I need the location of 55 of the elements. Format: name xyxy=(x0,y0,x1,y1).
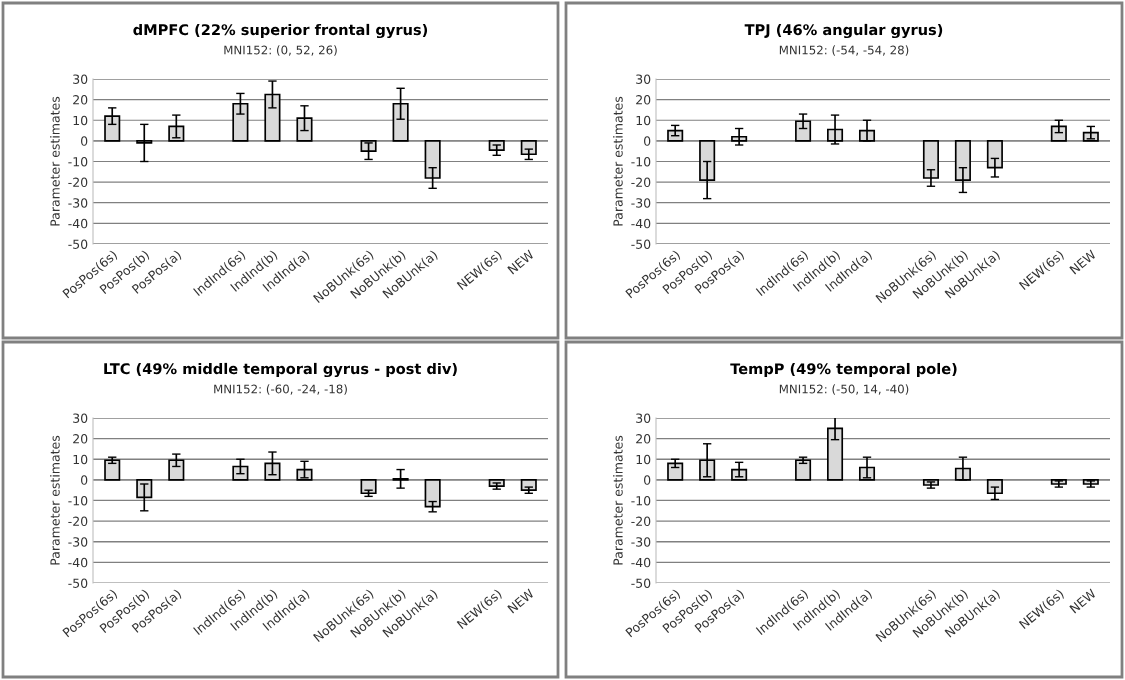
y-tick-label: 0 xyxy=(81,136,88,146)
y-axis-title: Parameter estimates xyxy=(613,96,623,226)
y-tick-label: 10 xyxy=(636,115,651,126)
bar xyxy=(104,459,121,481)
y-tick-label: 30 xyxy=(73,413,88,423)
y-tick-label: 30 xyxy=(73,74,88,84)
y-tick-label: -50 xyxy=(68,578,88,588)
chart-title: LTC (49% middle temporal gyrus - post div) xyxy=(104,362,457,378)
y-tick-label: -30 xyxy=(68,198,88,208)
bar xyxy=(795,459,812,481)
chart-subtitle: MNI152: (-60, -24, -18) xyxy=(214,384,347,395)
y-tick-label: -30 xyxy=(631,198,651,208)
y-tick-label: 30 xyxy=(636,74,651,84)
bar xyxy=(667,462,684,481)
chart-subtitle: MNI152: (-50, 14, -40) xyxy=(779,384,909,395)
y-tick-label: 10 xyxy=(636,454,651,465)
y-tick-label: 20 xyxy=(636,95,651,105)
y-tick-label: -50 xyxy=(68,239,88,249)
y-tick-label: -10 xyxy=(631,495,651,506)
chart-title: TempP (49% temporal pole) xyxy=(730,362,957,378)
chart-title: TPJ (46% angular gyrus) xyxy=(744,23,943,39)
y-tick-label: -40 xyxy=(68,218,88,229)
y-axis-title: Parameter estimates xyxy=(50,435,60,565)
y-tick-label: -20 xyxy=(631,177,651,188)
y-tick-label: 20 xyxy=(73,434,88,444)
y-tick-label: 20 xyxy=(73,95,88,105)
y-tick-label: -40 xyxy=(631,557,651,568)
chart-title: dMPFC (22% superior frontal gyrus) xyxy=(133,23,428,39)
bar xyxy=(360,479,377,495)
y-tick-label: -50 xyxy=(631,239,651,249)
y-tick-label: -40 xyxy=(631,218,651,229)
y-tick-label: 30 xyxy=(636,413,651,423)
bar xyxy=(168,459,185,481)
y-tick-label: -10 xyxy=(631,156,651,167)
y-tick-label: -20 xyxy=(68,177,88,188)
y-tick-label: 0 xyxy=(81,475,88,485)
y-tick-label: -10 xyxy=(68,495,88,506)
y-tick-label: 20 xyxy=(636,434,651,444)
y-tick-label: -20 xyxy=(68,516,88,527)
y-tick-label: -20 xyxy=(631,516,651,527)
y-tick-label: -10 xyxy=(68,156,88,167)
y-tick-label: 0 xyxy=(644,475,651,485)
bar xyxy=(424,479,441,508)
y-tick-label: -50 xyxy=(631,578,651,588)
y-tick-label: -30 xyxy=(68,537,88,547)
chart-subtitle: MNI152: (-54, -54, 28) xyxy=(779,45,909,56)
y-tick-label: -30 xyxy=(631,537,651,547)
chart-subtitle: MNI152: (0, 52, 26) xyxy=(224,45,337,56)
y-tick-label: 10 xyxy=(73,454,88,465)
y-tick-label: 10 xyxy=(73,115,88,126)
y-axis-title: Parameter estimates xyxy=(613,435,623,565)
y-tick-label: 0 xyxy=(644,136,651,146)
y-axis-title: Parameter estimates xyxy=(50,96,60,226)
y-tick-label: -40 xyxy=(68,557,88,568)
bar xyxy=(1050,125,1067,142)
